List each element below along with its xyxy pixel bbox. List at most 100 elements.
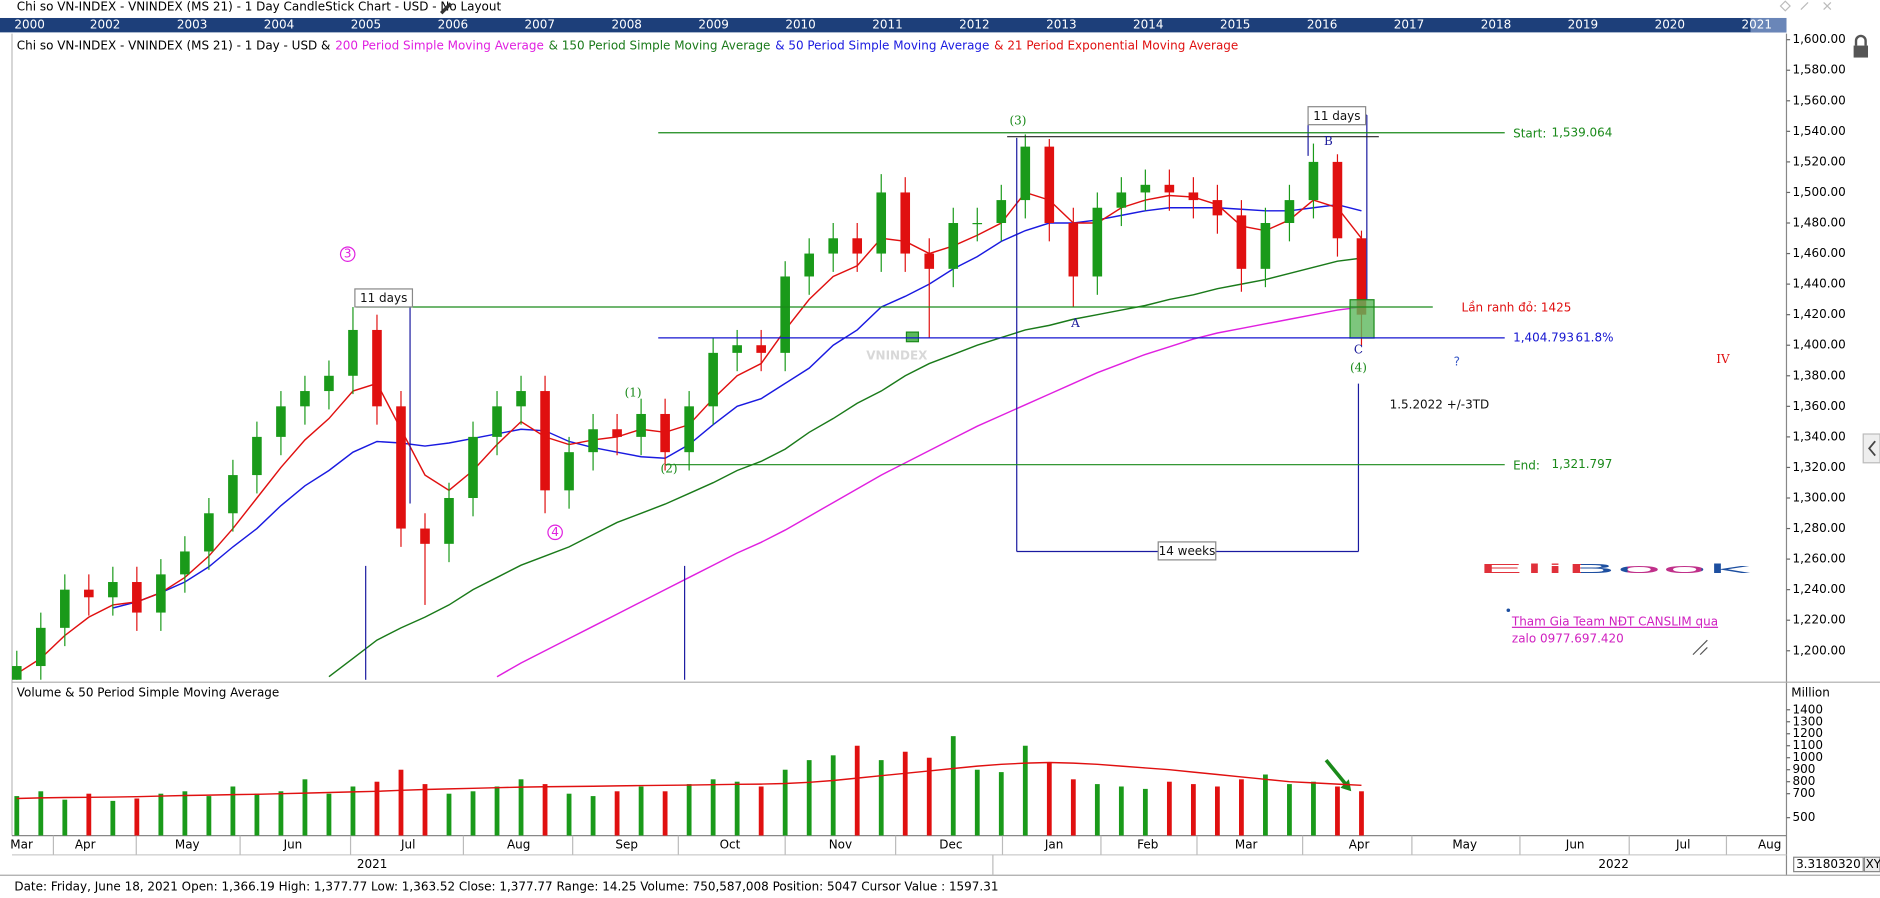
arrow-head bbox=[1340, 779, 1352, 792]
annotation-circle bbox=[339, 246, 356, 262]
volume-bar bbox=[422, 784, 428, 836]
annotation: 3 bbox=[344, 247, 352, 261]
y-tick-label: 1,420.00 bbox=[1792, 307, 1845, 321]
y-tick-label: 1,500.00 bbox=[1792, 185, 1845, 199]
candle-body bbox=[468, 436, 478, 498]
candle-body bbox=[1068, 223, 1079, 277]
resize-handle[interactable] bbox=[1692, 639, 1708, 656]
candle-body bbox=[492, 406, 502, 437]
volume-bar bbox=[1190, 784, 1196, 836]
x-tick-label: Apr bbox=[1349, 838, 1370, 852]
timeline-year[interactable]: 2003 bbox=[177, 18, 207, 32]
volume-bar bbox=[542, 784, 548, 836]
y-tick-label: 1,220.00 bbox=[1792, 613, 1845, 627]
scale-value[interactable]: 3.3180320 bbox=[1796, 857, 1861, 871]
level-value: 1,321.797 bbox=[1551, 457, 1612, 471]
year-label: 2021 bbox=[357, 857, 387, 871]
volume-bar bbox=[830, 755, 836, 836]
timeline-year[interactable]: 2004 bbox=[264, 18, 294, 32]
candle-body bbox=[948, 223, 959, 269]
logo-line[interactable]: zalo 0977.697.420 bbox=[1512, 632, 1624, 646]
volume-bar bbox=[134, 798, 140, 836]
timeline-year[interactable]: 2021 bbox=[1742, 18, 1772, 32]
y-tick-label: 900 bbox=[1792, 762, 1815, 776]
y-tick-label: 1,320.00 bbox=[1792, 460, 1845, 474]
y-tick-label: 1,600.00 bbox=[1792, 32, 1845, 46]
logo-line[interactable]: Tham Gia Team NĐT CANSLIM qua bbox=[1511, 615, 1718, 629]
annotation: 11 days bbox=[360, 291, 407, 305]
timeline-year[interactable]: 2017 bbox=[1394, 18, 1424, 32]
volume-bar bbox=[854, 745, 860, 836]
candle-body bbox=[444, 497, 454, 544]
annotation: (1) bbox=[625, 386, 642, 400]
edit-icon[interactable] bbox=[440, 2, 453, 15]
timeline-year[interactable]: 2013 bbox=[1046, 18, 1076, 32]
timeline-year[interactable]: 2009 bbox=[698, 18, 728, 32]
xy-button[interactable] bbox=[1863, 856, 1880, 873]
moving-average bbox=[328, 257, 1362, 678]
timeline-year[interactable]: 2000 bbox=[14, 18, 44, 32]
annotation: 11 days bbox=[1313, 109, 1360, 123]
volume-bar bbox=[1214, 786, 1220, 836]
window-icons[interactable] bbox=[1779, 0, 1832, 12]
x-tick-label: Jun bbox=[1565, 838, 1585, 852]
collapse-tab[interactable] bbox=[1862, 433, 1880, 464]
timeline-year[interactable]: 2005 bbox=[351, 18, 381, 32]
legend-entry: 200 Period Simple Moving Average bbox=[335, 38, 544, 52]
timeline-year[interactable]: 2007 bbox=[525, 18, 555, 32]
candle-body bbox=[11, 666, 22, 680]
lock-icon[interactable] bbox=[1853, 34, 1869, 58]
timeline-year[interactable]: 2011 bbox=[872, 18, 902, 32]
candle-body bbox=[828, 238, 838, 254]
volume-bar bbox=[278, 791, 284, 836]
timeline-year[interactable]: 2014 bbox=[1133, 18, 1163, 32]
volume-bar bbox=[950, 736, 956, 836]
timeline-year[interactable]: 2006 bbox=[438, 18, 468, 32]
x-tick-label: Feb bbox=[1137, 838, 1158, 852]
timeline-year[interactable]: 2018 bbox=[1481, 18, 1511, 32]
annotation: (4) bbox=[1350, 361, 1367, 375]
annotation-box bbox=[354, 288, 414, 308]
y-tick-label: 1,360.00 bbox=[1792, 399, 1845, 413]
timeline-selection[interactable] bbox=[1750, 17, 1787, 33]
y-tick-label: 1,560.00 bbox=[1792, 93, 1845, 107]
x-tick-label: May bbox=[1452, 838, 1477, 852]
legend-entry: & 150 Period Simple Moving Average bbox=[549, 38, 771, 52]
timeline-year[interactable]: 2016 bbox=[1307, 18, 1337, 32]
timeline-year[interactable]: 2002 bbox=[90, 18, 120, 32]
volume-bar bbox=[734, 781, 740, 836]
timeline-year[interactable]: 2022 bbox=[1828, 18, 1858, 32]
volume-bar bbox=[494, 786, 500, 836]
candle-body bbox=[516, 391, 526, 407]
annotation-box bbox=[1157, 541, 1217, 561]
y-tick-label: 1,340.00 bbox=[1792, 429, 1845, 443]
timeline-year[interactable]: 2012 bbox=[959, 18, 989, 32]
volume-bar bbox=[710, 779, 716, 836]
timeline-year[interactable]: 2019 bbox=[1568, 18, 1598, 32]
x-tick-label: Aug bbox=[1758, 838, 1781, 852]
y-tick-label: 1,280.00 bbox=[1792, 521, 1845, 535]
timeline-year[interactable]: 2008 bbox=[611, 18, 641, 32]
scale-box[interactable] bbox=[1793, 856, 1864, 873]
volume-average bbox=[16, 761, 1362, 800]
timeline-bar[interactable] bbox=[0, 17, 1787, 33]
candle-body bbox=[84, 589, 94, 598]
volume-bar bbox=[206, 796, 212, 836]
volume-bar bbox=[758, 786, 764, 836]
candle-body bbox=[204, 513, 214, 552]
volume-bar bbox=[638, 786, 644, 836]
y-tick-label: 1400 bbox=[1792, 702, 1822, 716]
timeline-year[interactable]: 2020 bbox=[1655, 18, 1685, 32]
xy-label[interactable]: XY bbox=[1866, 857, 1880, 871]
volume-bar bbox=[302, 779, 308, 836]
price-plot bbox=[11, 134, 1367, 680]
x-tick-label: Mar bbox=[10, 838, 33, 852]
timeline-year[interactable]: 2010 bbox=[785, 18, 815, 32]
volume-bar bbox=[566, 793, 572, 836]
timeline-year[interactable]: 2015 bbox=[1220, 18, 1250, 32]
annotation-circle bbox=[547, 524, 563, 541]
annotation: 1.5.2022 +/-3TD bbox=[1390, 398, 1490, 412]
watermark: VNINDEX bbox=[866, 349, 927, 363]
candle-body bbox=[1188, 192, 1199, 201]
